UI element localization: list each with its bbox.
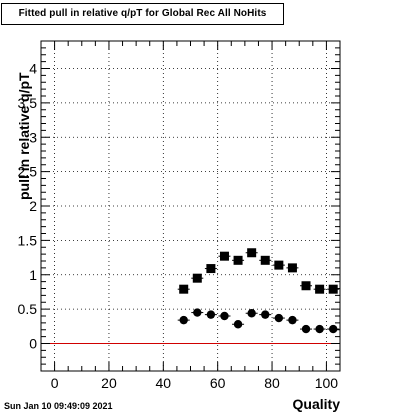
y-tick-label: 4	[29, 61, 37, 77]
circle-marker	[274, 313, 284, 323]
y-tick-label: 1	[29, 267, 37, 283]
y-tick-label: 2	[29, 198, 37, 214]
square-marker	[274, 260, 284, 270]
y-axis-label: pull in relative q/pT	[16, 72, 32, 200]
circle-marker	[206, 310, 216, 319]
square-marker	[301, 281, 311, 291]
square-marker	[233, 255, 243, 265]
circle-marker	[261, 310, 270, 319]
circle-marker	[220, 311, 229, 321]
square-marker	[206, 264, 216, 274]
square-marker	[315, 284, 325, 294]
square-marker	[328, 284, 338, 294]
circle-marker	[329, 324, 338, 334]
x-tick-label: 0	[51, 375, 59, 391]
circle-marker	[247, 309, 256, 318]
tick-label-layer: 0 20 40 60 80 100 0 0.5 1 1.5 2 2.5 3 3.5 4	[18, 61, 339, 392]
square-marker	[287, 263, 297, 273]
y-tick-label: 3	[29, 129, 37, 145]
circle-marker	[193, 308, 202, 317]
tick-layer	[40, 41, 341, 371]
timestamp: Sun Jan 10 09:49:09 2021	[4, 401, 113, 411]
y-tick-label: 0	[29, 336, 37, 352]
y-tick-label: 0.5	[18, 301, 38, 317]
square-marker	[219, 251, 229, 261]
circle-marker	[179, 315, 188, 325]
x-axis-label: Quality	[292, 396, 340, 412]
y-tick-label: 2.5	[18, 164, 38, 180]
x-tick-label: 40	[156, 375, 172, 391]
square-marker	[192, 273, 202, 283]
marker-layer	[177, 248, 340, 334]
x-tick-label: 80	[264, 375, 280, 391]
circle-marker	[315, 324, 324, 334]
circle-marker	[233, 320, 243, 329]
x-tick-label: 60	[210, 375, 226, 391]
square-marker	[179, 284, 189, 294]
circle-marker	[288, 315, 297, 325]
circle-marker	[301, 324, 311, 334]
square-marker	[260, 255, 270, 265]
y-tick-label: 3.5	[18, 95, 38, 111]
chart-title: Fitted pull in relative q/pT for Global …	[1, 3, 284, 25]
y-tick-label: 1.5	[18, 232, 38, 248]
x-tick-label: 20	[101, 375, 117, 391]
x-tick-label: 100	[315, 375, 339, 391]
square-marker	[247, 248, 257, 258]
